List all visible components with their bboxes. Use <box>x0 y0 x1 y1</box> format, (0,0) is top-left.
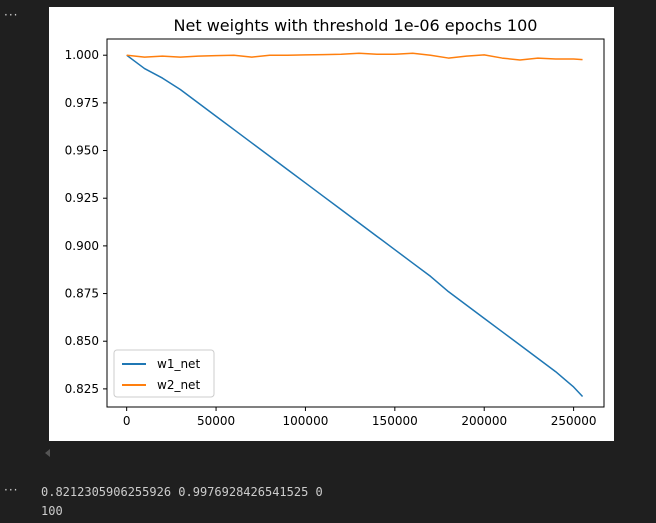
scroll-left-arrow-icon[interactable] <box>45 449 50 457</box>
legend-label-w1_net: w1_net <box>157 357 200 371</box>
cell-output-toggle-top[interactable]: ··· <box>4 8 19 22</box>
y-tick-label: 1.000 <box>65 48 99 62</box>
y-tick-label: 0.900 <box>65 239 99 253</box>
y-tick-label: 0.825 <box>65 382 99 396</box>
x-tick-label: 200000 <box>461 414 507 428</box>
y-tick-label: 0.875 <box>65 287 99 301</box>
output-line-1: 0.8212305906255926 0.9976928426541525 0 <box>41 485 323 499</box>
x-tick-label: 50000 <box>197 414 235 428</box>
output-line-2: 100 <box>41 504 63 518</box>
x-tick-label: 250000 <box>551 414 597 428</box>
x-tick-label: 150000 <box>372 414 418 428</box>
y-tick-label: 0.925 <box>65 191 99 205</box>
y-tick-label: 0.850 <box>65 334 99 348</box>
chart-figure: Net weights with threshold 1e-06 epochs … <box>49 7 614 441</box>
chart-title: Net weights with threshold 1e-06 epochs … <box>174 16 538 35</box>
series-line-w2_net <box>126 52 583 61</box>
series-line-w1_net <box>126 54 584 398</box>
line-chart: Net weights with threshold 1e-06 epochs … <box>65 16 605 428</box>
cell-output-toggle-bottom[interactable]: ··· <box>4 483 19 497</box>
y-tick-label: 0.975 <box>65 96 99 110</box>
cell-text-output: 0.8212305906255926 0.9976928426541525 0 1… <box>41 483 323 521</box>
plot-frame <box>106 38 605 408</box>
y-tick-label: 0.950 <box>65 144 99 158</box>
x-tick-label: 100000 <box>283 414 329 428</box>
legend-label-w2_net: w2_net <box>157 378 200 392</box>
x-tick-label: 0 <box>123 414 131 428</box>
